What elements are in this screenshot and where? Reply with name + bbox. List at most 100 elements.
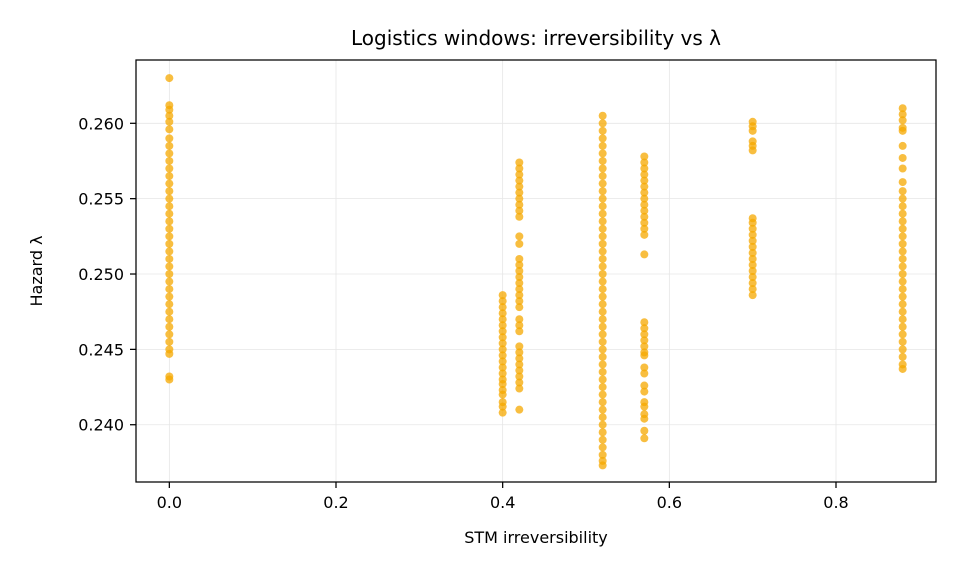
scatter-point: [498, 390, 507, 399]
scatter-point: [598, 435, 607, 444]
scatter-point: [640, 224, 649, 233]
scatter-point: [598, 179, 607, 188]
scatter-point: [498, 408, 507, 417]
scatter-point: [515, 206, 524, 215]
y-tick-label: 0.260: [78, 114, 124, 133]
scatter-point: [640, 230, 649, 239]
scatter-point: [515, 188, 524, 197]
scatter-point: [515, 303, 524, 312]
scatter-point: [165, 194, 174, 203]
scatter-point: [515, 279, 524, 288]
scatter-point: [598, 119, 607, 128]
y-tick-label: 0.255: [78, 190, 124, 209]
scatter-point: [165, 277, 174, 286]
scatter-point: [598, 209, 607, 218]
x-tick-label: 0.0: [157, 493, 182, 512]
scatter-point: [898, 217, 907, 226]
scatter-point: [498, 351, 507, 360]
scatter-point: [498, 345, 507, 354]
scatter-point: [598, 254, 607, 263]
scatter-point: [498, 315, 507, 324]
scatter-point: [748, 291, 757, 300]
scatter-point: [598, 149, 607, 158]
scatter-point: [165, 247, 174, 256]
scatter-point: [515, 239, 524, 248]
scatter-point: [898, 254, 907, 263]
scatter-point: [598, 141, 607, 150]
scatter-point: [498, 380, 507, 389]
scatter-point: [640, 336, 649, 345]
scatter-point: [598, 375, 607, 384]
scatter-point: [598, 232, 607, 241]
scatter-point: [898, 292, 907, 301]
scatter-point: [515, 348, 524, 357]
scatter-point: [640, 194, 649, 203]
scatter-point: [165, 141, 174, 150]
scatter-point: [640, 381, 649, 390]
scatter-point: [515, 291, 524, 300]
scatter-point: [515, 158, 524, 167]
scatter-point: [165, 134, 174, 143]
scatter-point: [748, 254, 757, 263]
scatter-point: [515, 405, 524, 414]
scatter-point: [898, 141, 907, 150]
y-tick-label: 0.240: [78, 416, 124, 435]
scatter-point: [498, 327, 507, 336]
scatter-point: [898, 110, 907, 119]
scatter-point: [598, 461, 607, 470]
x-axis-ticks: 0.0 0.2 0.4 0.6 0.8: [157, 482, 849, 512]
scatter-point: [165, 262, 174, 271]
scatter-point: [640, 369, 649, 378]
scatter-point: [598, 194, 607, 203]
scatter-point: [165, 337, 174, 346]
scatter-point: [515, 285, 524, 294]
grid-lines: [136, 60, 936, 482]
scatter-point: [598, 202, 607, 211]
scatter-point: [498, 309, 507, 318]
scatter-point: [165, 349, 174, 358]
scatter-point: [498, 303, 507, 312]
y-axis-label: Hazard λ: [27, 235, 46, 306]
scatter-point: [515, 366, 524, 375]
scatter-point: [598, 156, 607, 165]
scatter-point: [640, 363, 649, 372]
scatter-point: [640, 324, 649, 333]
x-tick-label: 0.2: [323, 493, 348, 512]
scatter-point: [598, 315, 607, 324]
scatter-point: [515, 254, 524, 263]
scatter-point: [165, 164, 174, 173]
scatter-point: [598, 405, 607, 414]
scatter-point: [515, 297, 524, 306]
scatter-point: [640, 342, 649, 351]
scatter-point: [640, 212, 649, 221]
scatter-point: [898, 345, 907, 354]
scatter-point: [640, 426, 649, 435]
scatter-point: [598, 413, 607, 422]
scatter-point: [165, 111, 174, 120]
scatter-point: [898, 277, 907, 286]
scatter-point: [498, 357, 507, 366]
scatter-point: [598, 390, 607, 399]
scatter-point: [165, 74, 174, 83]
scatter-point: [165, 117, 174, 126]
scatter-point: [640, 414, 649, 423]
scatter-point: [165, 330, 174, 339]
x-tick-label: 0.4: [490, 493, 515, 512]
scatter-point: [640, 182, 649, 191]
scatter-point: [898, 126, 907, 135]
scatter-point: [640, 218, 649, 227]
scatter-point: [748, 260, 757, 269]
scatter-point: [165, 285, 174, 294]
scatter-point: [598, 352, 607, 361]
scatter-point: [515, 200, 524, 209]
scatter-point: [640, 330, 649, 339]
scatter-point: [898, 224, 907, 233]
scatter-point: [598, 420, 607, 429]
scatter-point: [165, 254, 174, 263]
scatter-point: [748, 146, 757, 155]
scatter-point: [898, 300, 907, 309]
scatter-point: [748, 126, 757, 135]
scatter-point: [898, 239, 907, 248]
scatter-point: [640, 206, 649, 215]
